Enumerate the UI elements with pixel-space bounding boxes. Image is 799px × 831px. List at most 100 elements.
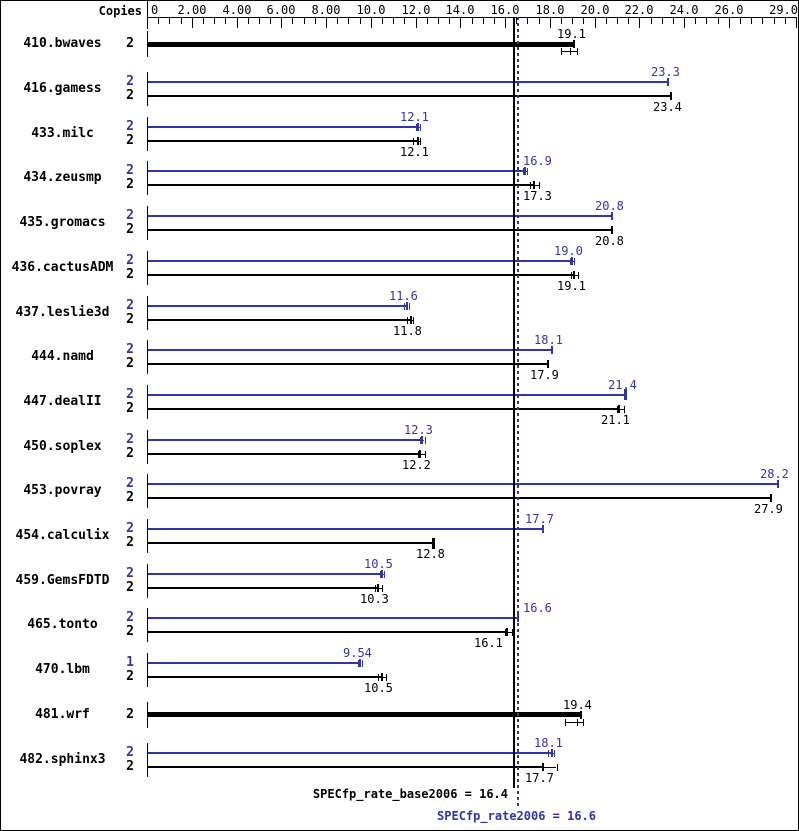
- base-bar: [148, 631, 507, 633]
- y-axis-segment: [147, 653, 148, 687]
- run-spread-marker: [523, 171, 527, 172]
- copies-value: 1: [126, 655, 134, 670]
- run-spread-tick: [561, 48, 562, 55]
- y-axis-segment: [147, 385, 148, 419]
- run-spread-tick: [565, 719, 566, 726]
- peak-value-label: 17.7: [525, 512, 554, 526]
- axis-minor-tick: [404, 18, 405, 24]
- peak-bar: [148, 126, 418, 128]
- base-value-label: 12.2: [402, 458, 431, 472]
- run-spread-marker: [571, 275, 578, 276]
- axis-tick: [237, 18, 238, 28]
- axis-minor-tick: [751, 18, 752, 24]
- bar-end-cap: [611, 212, 613, 220]
- bar-end-cap: [770, 494, 772, 502]
- axis-tick-label: 24.0: [669, 3, 699, 17]
- base-bar: [148, 140, 418, 142]
- bar-end-cap: [547, 360, 549, 368]
- copies-value: 2: [126, 356, 134, 371]
- run-spread-tick: [548, 750, 549, 757]
- base-mean-label: SPECfp_rate_base2006 = 16.4: [312, 787, 508, 801]
- base-value-label: 17.9: [530, 368, 559, 382]
- peak-value-label: 12.1: [400, 110, 429, 124]
- y-axis-segment: [147, 430, 148, 464]
- axis-tick: [550, 18, 551, 28]
- benchmark-label: 481.wrf: [35, 707, 90, 722]
- base-bar: [148, 319, 411, 321]
- base-bar: [148, 712, 581, 717]
- copies-value: 2: [126, 707, 134, 722]
- peak-bar: [148, 483, 778, 485]
- copies-value: 2: [126, 566, 134, 581]
- base-bar: [148, 676, 382, 678]
- axis-minor-tick: [181, 18, 182, 24]
- copies-value: 2: [126, 133, 134, 148]
- peak-bar: [148, 260, 572, 262]
- bar-end-cap: [777, 480, 779, 488]
- axis-minor-tick: [427, 18, 428, 24]
- run-spread-marker: [380, 574, 384, 575]
- y-axis-segment: [147, 161, 148, 195]
- axis-minor-tick: [292, 18, 293, 24]
- run-spread-tick: [530, 182, 531, 189]
- axis-minor-tick: [583, 18, 584, 24]
- axis-tick: [505, 18, 506, 28]
- axis-minor-tick: [785, 18, 786, 24]
- base-value-label: 23.4: [653, 100, 682, 114]
- axis-minor-tick: [527, 18, 528, 24]
- copies-value: 2: [126, 253, 134, 268]
- copies-value: 2: [126, 208, 134, 223]
- run-spread-marker: [404, 306, 408, 307]
- axis-tick: [684, 18, 685, 28]
- base-value-label: 20.8: [595, 234, 624, 248]
- axis-tick: [639, 18, 640, 28]
- run-spread-tick: [554, 750, 555, 757]
- axis-tick: [416, 18, 417, 28]
- peak-bar: [148, 573, 382, 575]
- axis-tick-label: 6.00: [266, 3, 296, 17]
- benchmark-label: 410.bwaves: [23, 36, 102, 51]
- peak-bar: [148, 349, 552, 351]
- run-spread-marker: [375, 588, 382, 589]
- base-value-label: 19.1: [557, 27, 586, 41]
- base-bar: [148, 542, 433, 544]
- axis-minor-tick: [673, 18, 674, 24]
- axis-minor-tick: [304, 18, 305, 24]
- run-spread-tick: [557, 764, 558, 771]
- copies-value: 2: [126, 177, 134, 192]
- peak-value-label: 12.3: [404, 423, 433, 437]
- peak-bar: [148, 394, 626, 396]
- run-spread-marker: [561, 51, 577, 52]
- peak-bar: [148, 617, 518, 619]
- run-spread-marker: [358, 663, 361, 664]
- base-bar: [148, 497, 771, 499]
- run-spread-tick: [577, 719, 578, 726]
- peak-value-label: 19.0: [554, 244, 583, 258]
- axis-tick: [729, 18, 730, 28]
- axis-minor-tick: [774, 18, 775, 24]
- y-axis-segment: [147, 474, 148, 508]
- run-spread-tick: [378, 674, 379, 681]
- axis-minor-tick: [203, 18, 204, 24]
- run-spread-tick: [386, 674, 387, 681]
- axis-minor-tick: [662, 18, 663, 24]
- axis-tick-label: 8.00: [311, 3, 341, 17]
- peak-value-label: 11.6: [389, 289, 418, 303]
- axis-minor-tick: [762, 18, 763, 24]
- x-axis: [147, 17, 797, 18]
- run-spread-tick: [425, 451, 426, 458]
- copies-value: 2: [126, 88, 134, 103]
- y-axis-segment: [147, 117, 148, 151]
- y-axis-segment: [147, 31, 148, 57]
- run-spread-marker: [418, 454, 425, 455]
- copies-value: 2: [126, 521, 134, 536]
- base-value-label: 19.1: [557, 279, 586, 293]
- copies-value: 2: [126, 669, 134, 684]
- copies-value: 2: [126, 432, 134, 447]
- benchmark-label: 482.sphinx3: [19, 752, 106, 767]
- run-spread-tick: [418, 451, 419, 458]
- base-value-label: 21.1: [601, 413, 630, 427]
- copies-value: 2: [126, 119, 134, 134]
- bar-end-cap: [611, 226, 613, 234]
- axis-tick: [595, 18, 596, 28]
